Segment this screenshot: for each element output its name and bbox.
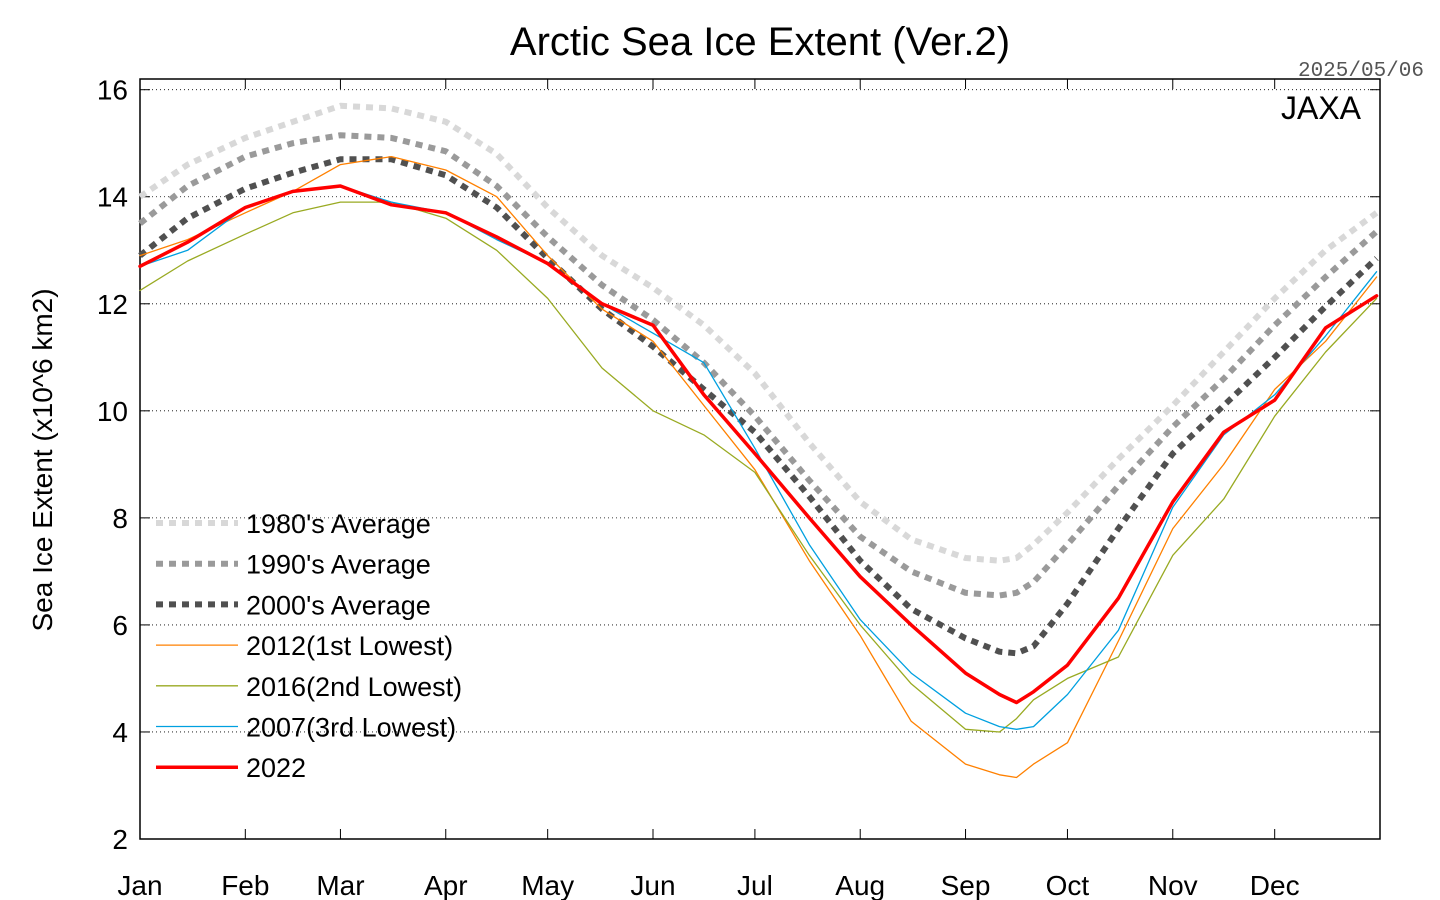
grid-lines: [140, 89, 1380, 733]
x-tick-label: Oct: [1046, 870, 1090, 900]
x-tick-label: Jan: [117, 870, 162, 900]
legend: 1980's Average 1990's Average 2000's Avera…: [156, 509, 462, 783]
x-tick-marks: [139, 79, 1380, 840]
y-tick-label: 12: [97, 289, 128, 320]
y-tick-label: 16: [97, 75, 128, 106]
y-tick-label: 6: [112, 610, 128, 641]
y-tick-label: 14: [97, 182, 128, 213]
x-tick-label: Feb: [221, 870, 269, 900]
legend-label: 2007(3rd Lowest): [246, 713, 456, 743]
y-tick-labels: 2 4 6 8 10 12 14 16: [97, 75, 128, 855]
legend-label: 2012(1st Lowest): [246, 631, 453, 661]
series-line-0: [138, 102, 1379, 564]
series-lines: [138, 102, 1379, 779]
date-stamp: 2025/05/06: [1298, 60, 1424, 83]
y-tick-label: 8: [112, 503, 128, 534]
x-tick-label: Nov: [1148, 870, 1198, 900]
x-tick-label: Apr: [424, 870, 468, 900]
x-tick-label: Jul: [737, 870, 773, 900]
jaxa-watermark: JAXA: [1281, 90, 1362, 126]
legend-label: 2000's Average: [246, 590, 431, 620]
y-tick-label: 2: [112, 824, 128, 855]
y-tick-label: 4: [112, 717, 128, 748]
legend-label: 1980's Average: [246, 509, 431, 539]
chart-title: Arctic Sea Ice Extent (Ver.2): [510, 20, 1010, 64]
x-tick-label: Dec: [1250, 870, 1300, 900]
y-axis-label: Sea Ice Extent (x10^6 km2): [27, 288, 58, 631]
series-line-3: [139, 155, 1378, 779]
legend-label: 1990's Average: [246, 550, 431, 580]
series-line-6: [138, 184, 1379, 705]
series-line-1: [138, 132, 1379, 599]
x-tick-label: Sep: [941, 870, 991, 900]
legend-label: 2016(2nd Lowest): [246, 672, 462, 702]
x-tick-label: Jun: [630, 870, 675, 900]
series-line-2: [138, 156, 1379, 657]
x-tick-label: Mar: [316, 870, 364, 900]
y-tick-label: 10: [97, 396, 128, 427]
legend-label: 2022: [246, 753, 306, 783]
x-tick-labels: Jan Feb Mar Apr May Jun Jul Aug Sep Oct Nov Dec: [117, 870, 1299, 900]
x-tick-label: Aug: [835, 870, 885, 900]
x-tick-label: May: [521, 870, 574, 900]
plot-frame: [139, 78, 1381, 840]
series-line-4: [139, 201, 1378, 733]
